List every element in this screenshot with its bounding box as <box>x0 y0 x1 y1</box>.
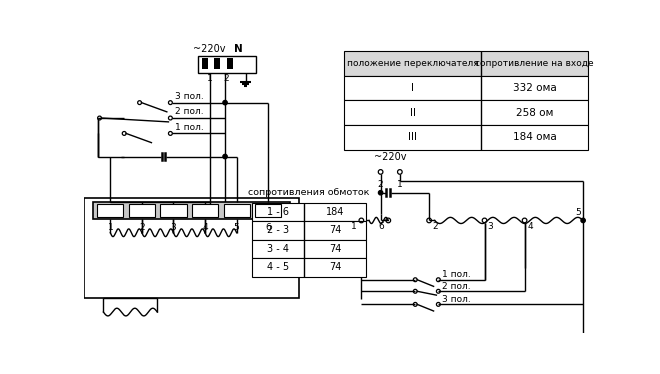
Bar <box>252 258 366 277</box>
Text: 74: 74 <box>329 244 341 254</box>
Bar <box>160 204 187 217</box>
Bar <box>202 58 208 69</box>
Text: 5: 5 <box>575 208 581 217</box>
Text: сопротивления обмоток: сопротивления обмоток <box>248 188 370 197</box>
Text: 1: 1 <box>207 74 213 83</box>
Text: 258 ом: 258 ом <box>516 108 553 118</box>
Text: 3 пол.: 3 пол. <box>442 295 471 304</box>
Text: 2: 2 <box>224 74 230 83</box>
Text: 332 ома: 332 ома <box>513 83 556 93</box>
Bar <box>252 240 366 258</box>
Bar <box>94 202 290 219</box>
Text: 2 - 3: 2 - 3 <box>267 226 289 236</box>
Text: 1: 1 <box>108 223 114 232</box>
Text: I: I <box>411 83 414 93</box>
Text: II: II <box>410 108 416 118</box>
Text: 3: 3 <box>488 222 494 231</box>
Bar <box>226 58 233 69</box>
Text: сопротивление на входе: сопротивление на входе <box>475 59 594 68</box>
Text: 1 пол.: 1 пол. <box>175 123 204 132</box>
Text: 3: 3 <box>170 223 176 232</box>
Bar <box>252 203 366 221</box>
Text: 4: 4 <box>528 222 533 231</box>
Circle shape <box>581 218 585 223</box>
Bar <box>345 76 588 100</box>
Bar <box>198 56 256 73</box>
Bar <box>97 204 123 217</box>
Text: III: III <box>409 132 417 142</box>
Text: 2: 2 <box>378 180 383 188</box>
Bar <box>252 221 366 240</box>
Text: 1 - 6: 1 - 6 <box>267 207 289 217</box>
Bar <box>345 125 588 150</box>
Bar <box>129 204 155 217</box>
Bar <box>345 51 588 76</box>
Text: 4 - 5: 4 - 5 <box>267 263 289 272</box>
Bar <box>84 198 299 298</box>
Text: 5: 5 <box>234 223 240 232</box>
Text: 2 пол.: 2 пол. <box>442 282 471 291</box>
Text: 6: 6 <box>265 223 271 232</box>
Text: 3 пол.: 3 пол. <box>175 92 204 101</box>
Text: 2: 2 <box>432 222 438 231</box>
Text: 1: 1 <box>397 180 403 188</box>
Text: положение переключателя: положение переключателя <box>347 59 478 68</box>
Text: 6: 6 <box>379 222 384 231</box>
Circle shape <box>223 154 227 159</box>
Bar <box>214 58 220 69</box>
Text: 74: 74 <box>329 263 341 272</box>
Bar <box>255 204 281 217</box>
Bar <box>192 204 218 217</box>
Text: 1: 1 <box>351 222 356 231</box>
Text: 74: 74 <box>329 226 341 236</box>
Text: ~220v: ~220v <box>193 44 226 54</box>
Text: 3 - 4: 3 - 4 <box>267 244 289 254</box>
Text: 4: 4 <box>202 223 208 232</box>
Text: 1 пол.: 1 пол. <box>442 270 471 279</box>
Text: 2 пол.: 2 пол. <box>175 107 204 116</box>
Bar <box>224 204 249 217</box>
Bar <box>345 100 588 125</box>
Text: 184: 184 <box>326 207 345 217</box>
Circle shape <box>223 101 227 105</box>
Text: N: N <box>234 44 242 54</box>
Text: 184 ома: 184 ома <box>513 132 556 142</box>
Text: ~220v: ~220v <box>374 152 406 162</box>
Text: 2: 2 <box>139 223 145 232</box>
Circle shape <box>378 191 383 195</box>
